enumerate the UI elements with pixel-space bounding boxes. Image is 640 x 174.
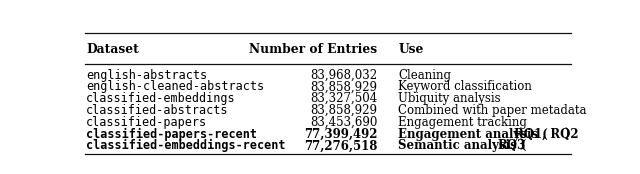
Text: ): )	[520, 139, 525, 152]
Text: classified-abstracts: classified-abstracts	[86, 104, 228, 117]
Text: Keyword classification: Keyword classification	[399, 80, 532, 93]
Text: classified-papers-recent: classified-papers-recent	[86, 128, 257, 141]
Text: RQ3: RQ3	[498, 139, 526, 152]
Text: 77,399,492: 77,399,492	[304, 128, 378, 141]
Text: Dataset: Dataset	[86, 42, 139, 56]
Text: Number of Entries: Number of Entries	[250, 42, 378, 56]
Text: Semantic analysis (: Semantic analysis (	[399, 139, 527, 152]
Text: Combined with paper metadata: Combined with paper metadata	[399, 104, 587, 117]
Text: 83,453,690: 83,453,690	[310, 116, 378, 129]
Text: 83,858,929: 83,858,929	[310, 80, 378, 93]
Text: Engagement tracking: Engagement tracking	[399, 116, 527, 129]
Text: ): )	[564, 128, 570, 141]
Text: classified-papers: classified-papers	[86, 116, 207, 129]
Text: classified-embeddings: classified-embeddings	[86, 92, 236, 105]
Text: Cleaning: Cleaning	[399, 69, 451, 82]
Text: english-abstracts: english-abstracts	[86, 69, 207, 82]
Text: english-cleaned-abstracts: english-cleaned-abstracts	[86, 80, 264, 93]
Text: classified-embeddings-recent: classified-embeddings-recent	[86, 139, 285, 152]
Text: Engagement analysis (: Engagement analysis (	[399, 128, 548, 141]
Text: Use: Use	[399, 42, 424, 56]
Text: 77,276,518: 77,276,518	[304, 139, 378, 152]
Text: 83,858,929: 83,858,929	[310, 104, 378, 117]
Text: 83,327,504: 83,327,504	[310, 92, 378, 105]
Text: RQ1, RQ2: RQ1, RQ2	[515, 128, 579, 141]
Text: Ubiquity analysis: Ubiquity analysis	[399, 92, 501, 105]
Text: 83,968,032: 83,968,032	[310, 69, 378, 82]
